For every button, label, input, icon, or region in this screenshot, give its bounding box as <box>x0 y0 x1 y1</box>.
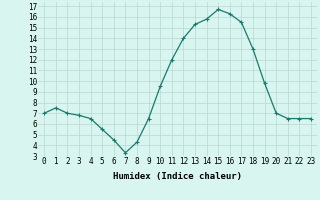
X-axis label: Humidex (Indice chaleur): Humidex (Indice chaleur) <box>113 172 242 181</box>
